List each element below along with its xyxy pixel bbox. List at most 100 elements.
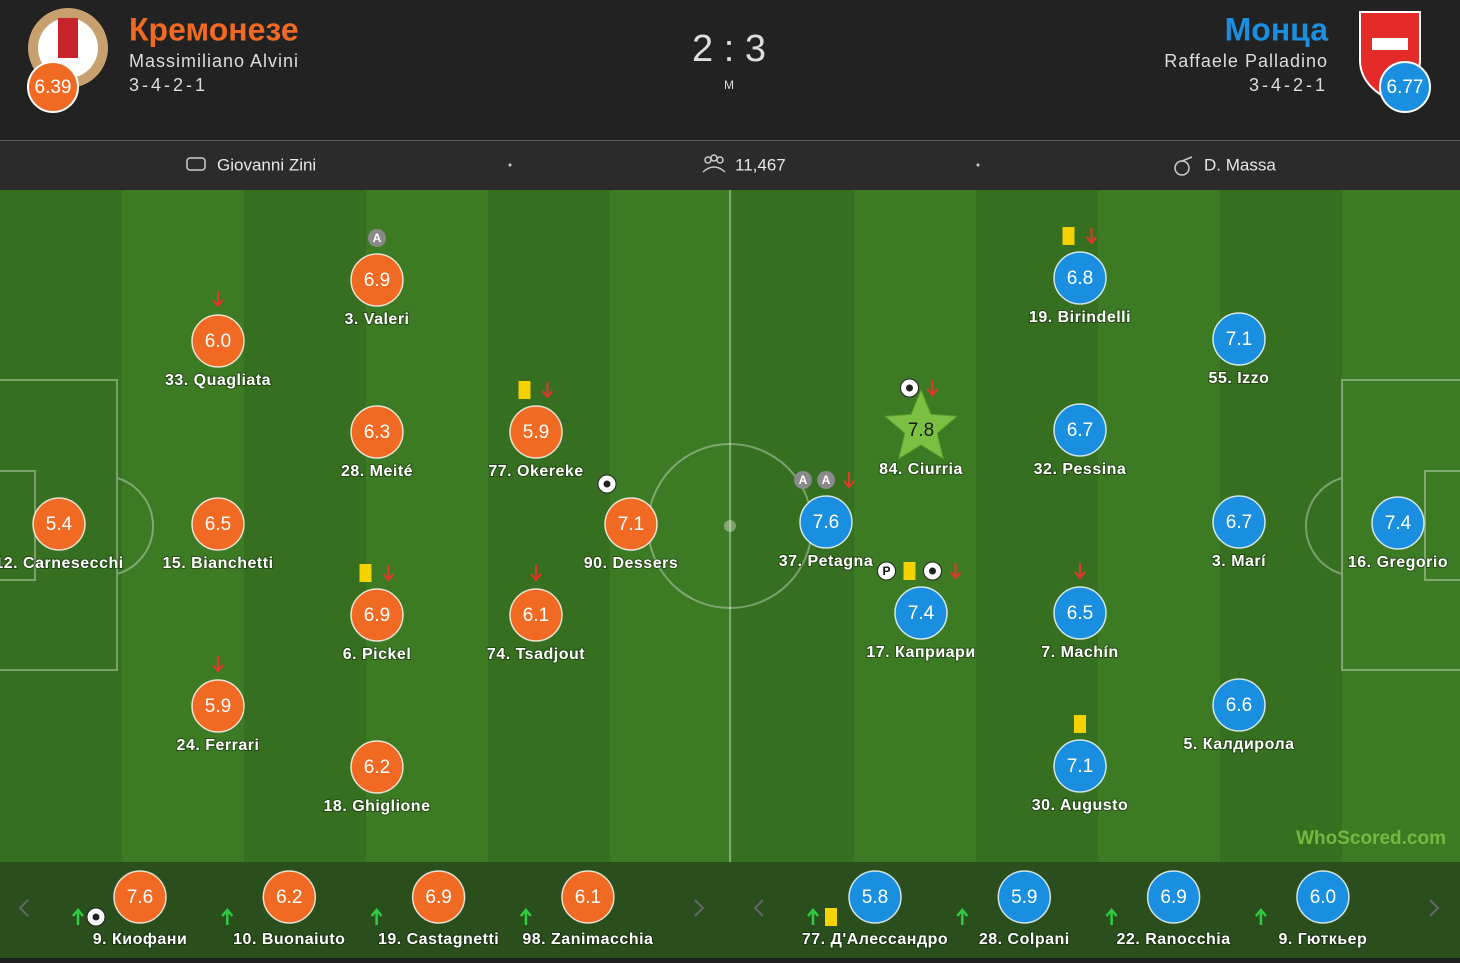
penalty-box: [1305, 379, 1460, 671]
player-rating-circle: [894, 586, 948, 640]
bench-nav[interactable]: [18, 899, 1440, 917]
badge-letter: A: [799, 473, 808, 487]
player-rating: 7.1: [618, 514, 644, 535]
away-logo: [1359, 11, 1431, 113]
player-rating: 6.5: [205, 514, 231, 535]
sub-rating-circle: [848, 870, 902, 924]
sub-off-arrow: [530, 565, 542, 582]
player-rating: 6.9: [364, 270, 390, 291]
player-rating-circle: [1053, 403, 1107, 457]
sub-name: 77. Д'Алессандро: [802, 931, 948, 948]
sub-off-arrow: [212, 656, 224, 673]
goal-icon-patch: [929, 567, 936, 575]
player-name: 6. Pickel: [343, 646, 412, 663]
player-rating: 5.4: [46, 514, 73, 535]
player-name: 19. Birindelli: [1029, 309, 1131, 326]
sub-on-arrow: [1254, 908, 1267, 925]
away-manager: Raffaele Palladino: [1164, 51, 1328, 71]
player-rating-circle: [799, 495, 853, 549]
player-rating-circle: [350, 740, 404, 794]
sub-on-arrow: [519, 908, 532, 925]
sub-off-arrow: [926, 380, 939, 397]
home-manager: Massimiliano Alvini: [129, 51, 299, 71]
player-name: 24. Ferrari: [177, 737, 260, 754]
player-rating: 6.8: [1067, 268, 1093, 289]
sub-rating-circle: [262, 870, 317, 924]
sub-name: 9. Гюткьер: [1278, 931, 1367, 948]
player-name: 12. Carnesecchi: [0, 555, 124, 572]
bench-bg: [0, 862, 1460, 958]
sub-rating-circle: [411, 870, 466, 924]
pitch-stripe: [1098, 190, 1220, 862]
badge-letter: P: [882, 564, 890, 578]
sub-rating: 6.0: [1310, 887, 1336, 908]
player-name: 32. Pessina: [1034, 461, 1127, 478]
badge-letter: A: [822, 473, 831, 487]
stadium-icon: [186, 157, 206, 171]
info-bar: [0, 140, 1460, 190]
player-rating-circle: [1053, 739, 1107, 793]
yellow-card: [359, 564, 372, 582]
player-rating: 6.2: [364, 757, 390, 778]
sub-rating: 7.6: [127, 887, 153, 908]
player-name: 37. Petagna: [779, 553, 873, 570]
player-rating-circle: [1212, 312, 1266, 366]
player-rating: 7.6: [813, 512, 839, 533]
player-rating-circle: [350, 588, 404, 642]
player-name: 84. Ciurria: [879, 461, 963, 478]
player-rating: 7.4: [1385, 513, 1412, 534]
pitch-stripe: [488, 190, 610, 862]
player-name: 18. Ghiglione: [324, 798, 431, 815]
sub-name: 10. Buonaiuto: [233, 931, 345, 948]
yellow-card: [518, 381, 531, 399]
sub-name: 98. Zanimacchia: [522, 931, 653, 948]
player-rating: 6.5: [1067, 603, 1093, 624]
player-rating-circle: [191, 314, 245, 368]
separator: [976, 163, 980, 167]
goal-icon-patch: [603, 480, 611, 488]
player-rating: 6.3: [364, 422, 390, 443]
player-name: 3. Marí: [1212, 553, 1266, 570]
player-name: 7. Machín: [1041, 644, 1118, 661]
home-name: Кремонезе: [129, 11, 299, 47]
match-status: M: [724, 78, 734, 92]
player-name: 33. Quagliata: [165, 372, 271, 389]
player-name: 90. Dessers: [584, 555, 678, 572]
player-name: 74. Tsadjout: [487, 646, 585, 663]
goal-icon-patch: [92, 913, 100, 921]
yellow-card: [825, 908, 837, 926]
player-rating-circle: [1053, 251, 1107, 305]
player-rating-circle: [509, 588, 563, 642]
player-name: 16. Gregorio: [1348, 554, 1448, 571]
sub-rating-circle: [997, 870, 1052, 924]
sub-name: 9. Киофани: [93, 931, 188, 948]
player-name: 5. Калдирола: [1183, 736, 1294, 753]
watermark: WhoScored.com: [1296, 828, 1446, 849]
player-rating-circle: [191, 497, 245, 551]
player-rating-circle: [604, 497, 658, 551]
sub-off-arrow: [382, 565, 395, 582]
sub-rating: 6.2: [276, 887, 302, 908]
player-rating: 6.7: [1067, 420, 1093, 441]
sub-on-arrow: [956, 908, 969, 925]
sub-off-arrow: [949, 563, 962, 580]
yellow-card: [1074, 715, 1086, 733]
player-rating: 6.9: [364, 605, 390, 626]
sub-off-arrow: [1085, 228, 1098, 245]
player-name: 77. Okereke: [488, 463, 583, 480]
player-rating: 6.6: [1226, 695, 1252, 716]
player-rating-circle: [350, 405, 404, 459]
venue: Giovanni Zini: [217, 155, 316, 174]
sub-name: 28. Colpani: [979, 931, 1070, 948]
badge: [877, 561, 896, 581]
player-rating-circle: [1371, 496, 1425, 550]
sub-name: 19. Castagnetti: [378, 931, 499, 948]
sub-off-arrow: [1074, 563, 1086, 580]
header-bg: [0, 0, 1460, 140]
badge: [368, 229, 386, 247]
away-name: Монца: [1225, 11, 1329, 47]
pitch-stripe: [854, 190, 976, 862]
center-spot: [724, 520, 736, 532]
player-name: 17. Каприари: [866, 644, 975, 661]
